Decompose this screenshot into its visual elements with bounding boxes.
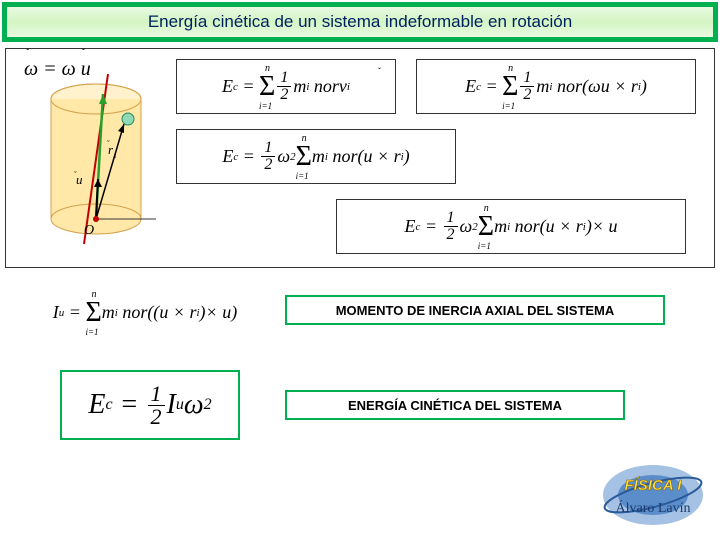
title-bar: Energía cinética de un sistema indeforma… [2, 2, 718, 42]
svg-text:FÍSICA I: FÍSICA I [625, 477, 683, 494]
formula-ec2: Ec = n Σ i=1 12 mi nor(ωu × ri) [416, 59, 696, 114]
momento-label: MOMENTO DE INERCIA AXIAL DEL SISTEMA [285, 295, 665, 325]
logo: FÍSICA I Álvaro Lavín [598, 460, 708, 530]
svg-text:O: O [84, 223, 94, 238]
formula-ec4: Ec = 12 ω2 n Σ i=1 mi nor(u × ri)× u [336, 199, 686, 254]
formula-ec3: Ec = 12 ω2 n Σ i=1 mi nor(u × ri) [176, 129, 456, 184]
title-text: Energía cinética de un sistema indeforma… [148, 12, 572, 32]
svg-text:Álvaro Lavín: Álvaro Lavín [615, 499, 690, 516]
formula-iu: Iu = n Σ i=1 mi nor((u × ri)× u) [15, 285, 275, 340]
momento-text: MOMENTO DE INERCIA AXIAL DEL SISTEMA [336, 303, 615, 318]
svg-text:u: u [76, 172, 83, 187]
cylinder-diagram: O u ˇ r i ˇ [36, 69, 156, 249]
svg-text:ˇ: ˇ [74, 170, 77, 179]
svg-text:ˇ: ˇ [107, 139, 110, 148]
main-diagram-box: ˇω = ω ˇu [5, 48, 715, 268]
energia-label: ENERGÍA CINÉTICA DEL SISTEMA [285, 390, 625, 420]
energia-text: ENERGÍA CINÉTICA DEL SISTEMA [348, 398, 562, 413]
formula-ec1: Ec = n Σ i=1 12 mi norvi ˇ [176, 59, 396, 114]
formula-ec-final: Ec = 12 Iuω2 [60, 370, 240, 440]
